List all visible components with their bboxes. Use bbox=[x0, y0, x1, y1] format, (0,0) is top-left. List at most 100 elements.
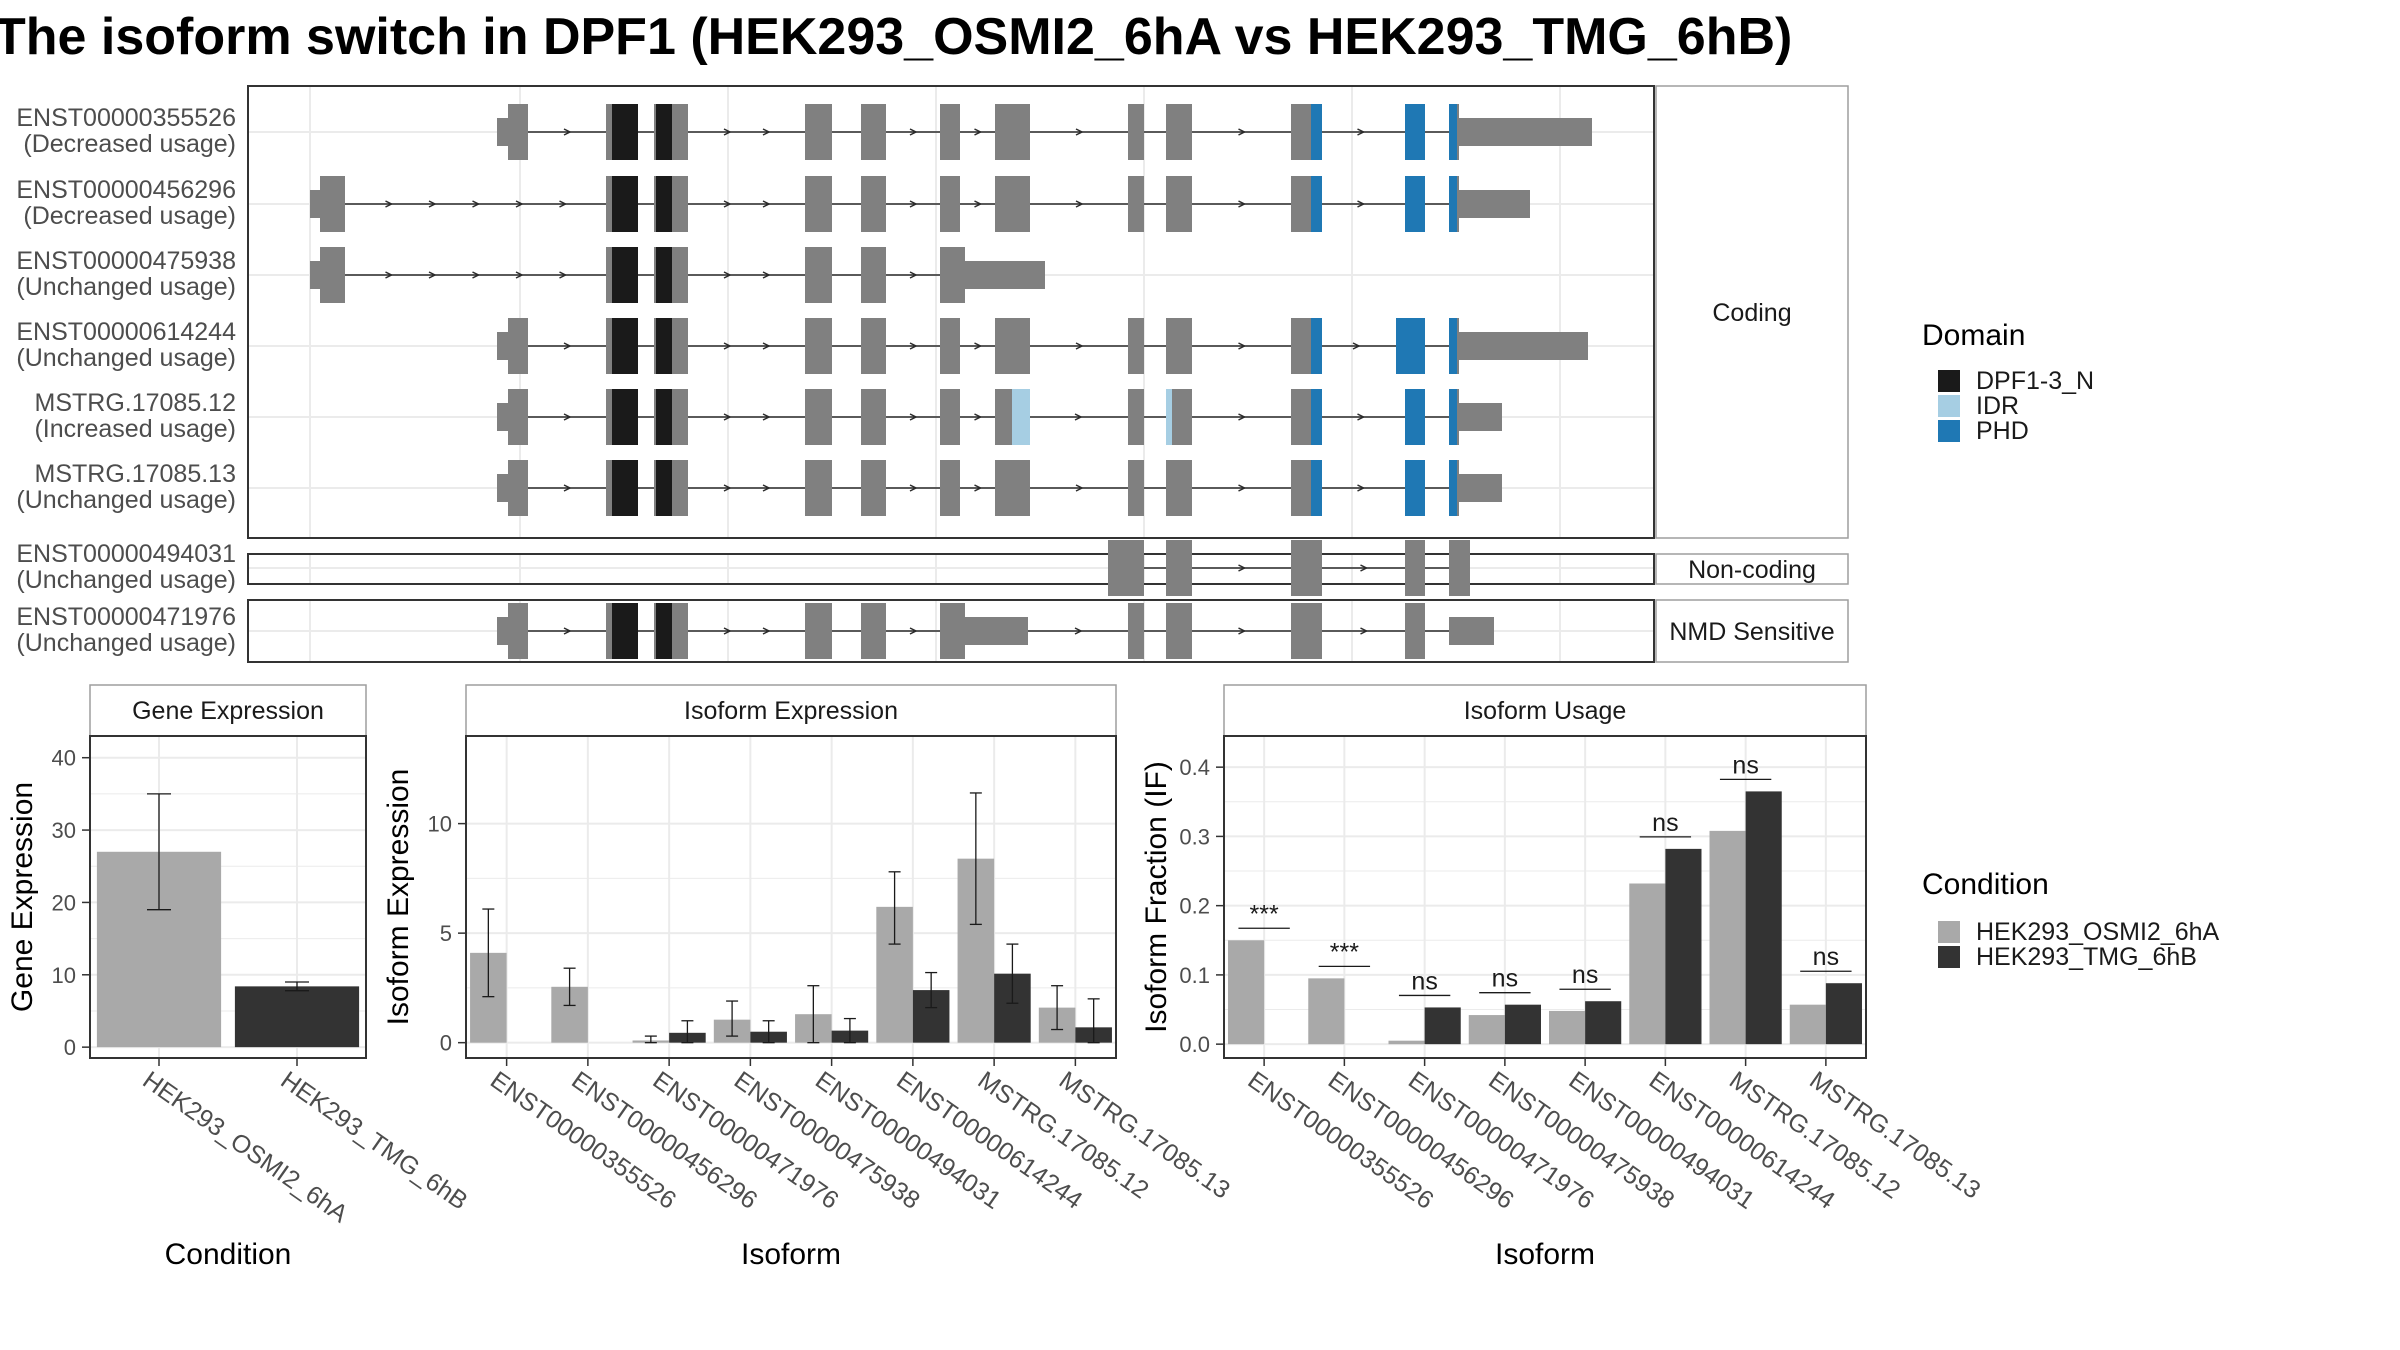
plot-frame bbox=[465, 735, 1117, 1059]
intron-arrow bbox=[563, 627, 572, 635]
domain-segment bbox=[656, 318, 672, 374]
intron-arrow bbox=[515, 200, 524, 208]
utr-exon bbox=[1459, 332, 1588, 360]
cds-exon bbox=[1128, 603, 1144, 659]
cds-exon bbox=[1166, 318, 1192, 374]
domain-legend-key bbox=[1938, 420, 1960, 442]
cds-exon bbox=[861, 247, 886, 303]
domain-segment bbox=[1012, 389, 1030, 445]
structure-group-nmd-sensitive: NMD Sensitive ENST00000471976(Unchanged u… bbox=[16, 599, 1849, 663]
significance-label: ns bbox=[1732, 751, 1758, 779]
domain-segment bbox=[1449, 460, 1457, 516]
cds-exon bbox=[1449, 540, 1470, 596]
intron-arrow bbox=[1357, 200, 1366, 208]
isoform-usage-label: (Unchanged usage) bbox=[16, 566, 236, 594]
bar bbox=[1745, 791, 1782, 1045]
significance-label: ns bbox=[1813, 943, 1839, 971]
domain-segment bbox=[1311, 176, 1322, 232]
intron-arrow bbox=[723, 271, 732, 279]
chart-isoform-expression: Isoform Expression0510ENST00000355526ENS… bbox=[382, 684, 1235, 1271]
cds-exon bbox=[805, 603, 832, 659]
cds-exon bbox=[861, 460, 886, 516]
y-tick-label: 0 bbox=[440, 1031, 452, 1056]
y-tick-label: 0.2 bbox=[1179, 894, 1210, 919]
isoform-usage-label: (Increased usage) bbox=[34, 415, 236, 443]
intron-arrow bbox=[762, 627, 771, 635]
isoform-id-label: ENST00000494031 bbox=[16, 540, 236, 568]
intron-arrow bbox=[1074, 627, 1083, 635]
isoform-usage-label: (Unchanged usage) bbox=[16, 486, 236, 514]
domain-segment bbox=[1311, 389, 1322, 445]
intron-arrow bbox=[1360, 627, 1369, 635]
cds-exon bbox=[940, 318, 960, 374]
bar bbox=[1665, 848, 1702, 1045]
intron-arrow bbox=[1238, 128, 1247, 136]
intron-arrow bbox=[563, 128, 572, 136]
facet-strip-label: NMD Sensitive bbox=[1669, 618, 1834, 646]
utr-exon bbox=[497, 617, 508, 645]
cds-exon bbox=[940, 389, 960, 445]
domain-segment bbox=[1311, 460, 1322, 516]
intron-arrow bbox=[1238, 564, 1247, 572]
domain-segment bbox=[1396, 318, 1425, 374]
utr-exon bbox=[497, 403, 508, 431]
isoform-usage-label: (Decreased usage) bbox=[23, 130, 236, 158]
intron-arrow bbox=[559, 200, 568, 208]
isoform-track: MSTRG.17085.12(Increased usage) bbox=[34, 389, 1502, 445]
x-axis-title: Isoform bbox=[741, 1238, 841, 1271]
intron-arrow bbox=[1074, 413, 1083, 421]
bar bbox=[1228, 940, 1265, 1045]
cds-exon bbox=[1405, 603, 1425, 659]
chart-title-strip bbox=[89, 684, 367, 737]
intron-arrow bbox=[974, 200, 983, 208]
x-axis-title: Isoform bbox=[1495, 1238, 1595, 1271]
y-tick-label: 5 bbox=[440, 921, 452, 946]
significance-label: *** bbox=[1250, 900, 1279, 928]
utr-exon bbox=[497, 474, 508, 502]
utr-exon bbox=[1449, 617, 1494, 645]
domain-segment bbox=[612, 389, 638, 445]
intron-arrow bbox=[762, 413, 771, 421]
intron-arrow bbox=[1352, 342, 1361, 350]
intron-arrow bbox=[723, 128, 732, 136]
domain-segment bbox=[1449, 176, 1457, 232]
domain-legend-label: IDR bbox=[1976, 392, 2019, 420]
domain-segment bbox=[612, 176, 638, 232]
intron-arrow bbox=[1075, 484, 1084, 492]
cds-exon bbox=[995, 460, 1030, 516]
intron-arrow bbox=[974, 342, 983, 350]
utr-exon bbox=[1459, 190, 1530, 218]
cds-exon bbox=[1166, 603, 1192, 659]
y-axis-title: Gene Expression bbox=[6, 782, 39, 1012]
structure-group-non-coding: Non-coding ENST00000494031(Unchanged usag… bbox=[16, 540, 1849, 596]
isoform-usage-label: (Unchanged usage) bbox=[16, 629, 236, 657]
y-tick-label: 0.4 bbox=[1179, 755, 1210, 780]
intron-arrow bbox=[909, 413, 918, 421]
cds-exon bbox=[861, 603, 886, 659]
intron-arrow bbox=[909, 128, 918, 136]
facet-strip bbox=[1655, 85, 1849, 539]
plot-frame bbox=[89, 735, 367, 1059]
domain-legend-label: PHD bbox=[1976, 417, 2029, 445]
bar bbox=[1388, 1040, 1425, 1045]
intron-arrow bbox=[428, 200, 437, 208]
domain-legend-key bbox=[1938, 370, 1960, 392]
cds-exon bbox=[1108, 540, 1144, 596]
cds-exon bbox=[1128, 176, 1144, 232]
intron-arrow bbox=[762, 200, 771, 208]
isoform-track: ENST00000471976(Unchanged usage) bbox=[16, 603, 1494, 659]
utr-exon bbox=[965, 261, 1045, 289]
intron-arrow bbox=[1075, 128, 1084, 136]
domain-segment bbox=[656, 603, 672, 659]
domain-legend-title: Domain bbox=[1922, 319, 2025, 352]
intron-arrow bbox=[1075, 200, 1084, 208]
chart-title: Isoform Expression bbox=[684, 697, 898, 725]
chart-isoform-usage: Isoform Usage *** *** ns ns ns ns ns ns 0.0 0.1 0.2… bbox=[1140, 684, 1986, 1271]
cds-exon bbox=[1128, 318, 1144, 374]
expression-charts: Gene Expression010203040HEK293_OSMI2_6hA… bbox=[6, 684, 1986, 1271]
intron-arrow bbox=[1238, 200, 1247, 208]
utr-exon bbox=[1459, 474, 1502, 502]
